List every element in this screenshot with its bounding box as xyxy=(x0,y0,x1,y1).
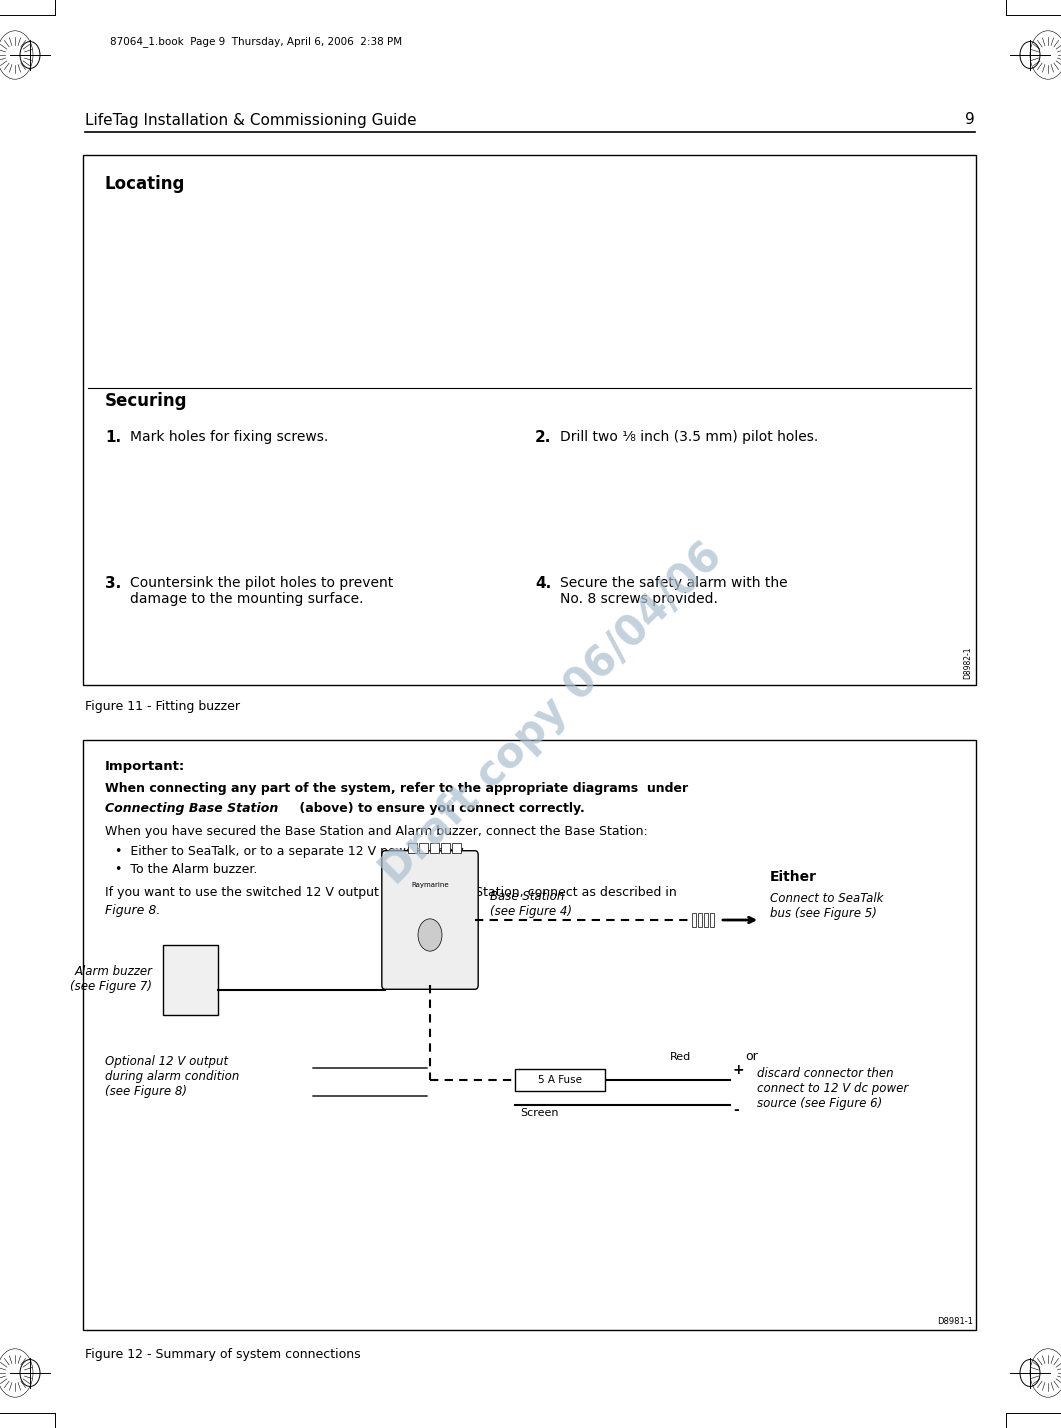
Bar xyxy=(83,156,976,685)
Bar xyxy=(515,1070,605,1091)
Bar xyxy=(430,843,439,853)
Text: When you have secured the Base Station and Alarm buzzer, connect the Base Statio: When you have secured the Base Station a… xyxy=(105,825,648,838)
Text: Figure 12 - Summary of system connections: Figure 12 - Summary of system connection… xyxy=(85,1348,361,1361)
Text: +: + xyxy=(733,1062,745,1077)
Text: Drill two ¹⁄₈ inch (3.5 mm) pilot holes.: Drill two ¹⁄₈ inch (3.5 mm) pilot holes. xyxy=(560,430,818,444)
Text: Securing: Securing xyxy=(105,393,188,410)
Text: Either: Either xyxy=(770,870,817,884)
Text: Alarm buzzer
(see Figure 7): Alarm buzzer (see Figure 7) xyxy=(70,965,153,992)
Text: Draft copy 06/04/06: Draft copy 06/04/06 xyxy=(372,536,731,892)
Text: Raymarinе: Raymarinе xyxy=(412,883,449,888)
Bar xyxy=(452,843,460,853)
Text: If you want to use the switched 12 V output from the Base Station, connect as de: If you want to use the switched 12 V out… xyxy=(105,885,677,900)
Bar xyxy=(419,843,428,853)
Text: Countersink the pilot holes to prevent
damage to the mounting surface.: Countersink the pilot holes to prevent d… xyxy=(131,575,394,607)
Text: When connecting any part of the system, refer to the appropriate diagrams  under: When connecting any part of the system, … xyxy=(105,783,689,795)
Bar xyxy=(705,912,708,927)
Text: •  Either to SeaTalk, or to a separate 12 V power supply.: • Either to SeaTalk, or to a separate 12… xyxy=(115,845,466,858)
Bar xyxy=(698,912,702,927)
Bar xyxy=(408,843,417,853)
Text: D8982-1: D8982-1 xyxy=(962,647,972,680)
Text: Figure 8.: Figure 8. xyxy=(105,904,160,917)
Text: 4.: 4. xyxy=(535,575,552,591)
Text: D8981-1: D8981-1 xyxy=(937,1317,973,1325)
Circle shape xyxy=(418,918,442,951)
Text: Locating: Locating xyxy=(105,176,186,193)
Text: -: - xyxy=(733,1102,738,1117)
Text: 2.: 2. xyxy=(535,430,552,446)
Text: Optional 12 V output
during alarm condition
(see Figure 8): Optional 12 V output during alarm condit… xyxy=(105,1055,240,1098)
Text: (above) to ensure you connect correctly.: (above) to ensure you connect correctly. xyxy=(295,803,585,815)
Text: or: or xyxy=(745,1050,758,1062)
Text: Base Station
(see Figure 4): Base Station (see Figure 4) xyxy=(490,890,572,918)
Bar xyxy=(710,912,714,927)
Bar xyxy=(441,843,450,853)
Text: 1.: 1. xyxy=(105,430,121,446)
Text: Red: Red xyxy=(669,1052,692,1062)
Text: 5 A Fuse: 5 A Fuse xyxy=(538,1075,582,1085)
Bar xyxy=(83,740,976,1329)
Text: discard connector then
connect to 12 V dc power
source (see Figure 6): discard connector then connect to 12 V d… xyxy=(756,1067,908,1110)
Bar xyxy=(162,945,218,1015)
Text: 87064_1.book  Page 9  Thursday, April 6, 2006  2:38 PM: 87064_1.book Page 9 Thursday, April 6, 2… xyxy=(110,37,402,47)
Bar xyxy=(692,912,696,927)
FancyBboxPatch shape xyxy=(382,851,479,990)
Text: Screen: Screen xyxy=(520,1108,558,1118)
Text: Figure 11 - Fitting buzzer: Figure 11 - Fitting buzzer xyxy=(85,700,240,713)
Text: •  To the Alarm buzzer.: • To the Alarm buzzer. xyxy=(115,863,258,875)
Text: LifeTag Installation & Commissioning Guide: LifeTag Installation & Commissioning Gui… xyxy=(85,113,417,127)
Text: Connect to SeaTalk
bus (see Figure 5): Connect to SeaTalk bus (see Figure 5) xyxy=(770,892,884,920)
Text: Connecting Base Station: Connecting Base Station xyxy=(105,803,278,815)
Text: 9: 9 xyxy=(966,113,975,127)
Text: Secure the safety alarm with the
No. 8 screws provided.: Secure the safety alarm with the No. 8 s… xyxy=(560,575,787,607)
Text: Mark holes for fixing screws.: Mark holes for fixing screws. xyxy=(131,430,328,444)
Text: Important:: Important: xyxy=(105,760,186,773)
Text: 3.: 3. xyxy=(105,575,121,591)
